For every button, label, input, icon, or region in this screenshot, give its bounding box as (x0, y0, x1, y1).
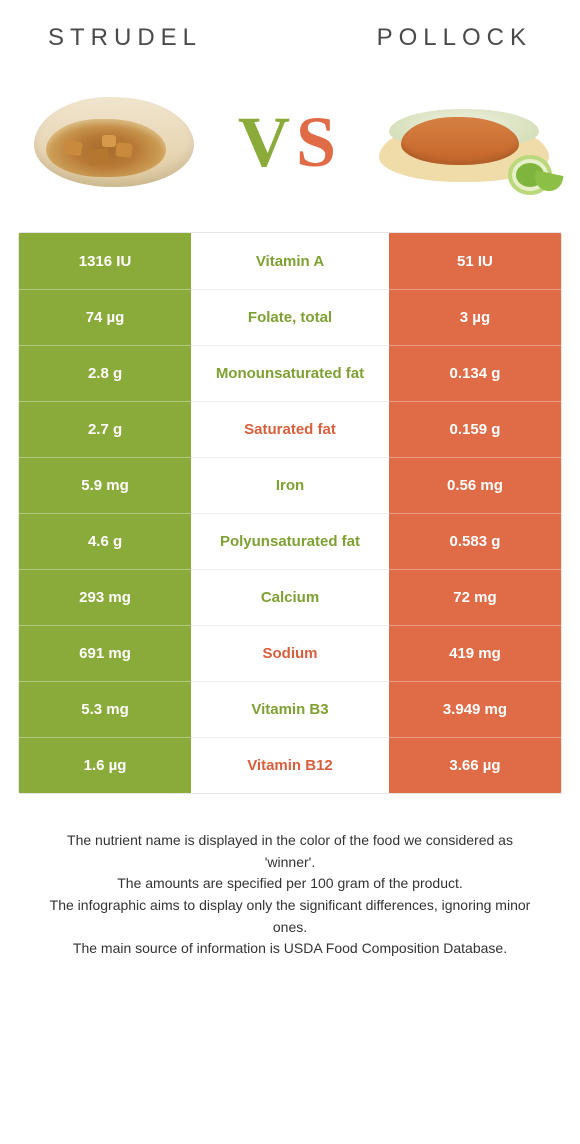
table-row: 293 mgCalcium72 mg (19, 569, 561, 625)
vs-s: S (296, 102, 342, 182)
titles-row: STRUDEL POLLOCK (18, 24, 562, 62)
left-value: 1316 IU (19, 233, 191, 289)
right-food-title: POLLOCK (377, 24, 532, 52)
table-row: 2.7 gSaturated fat0.159 g (19, 401, 561, 457)
right-value: 3 µg (389, 289, 561, 345)
table-row: 74 µgFolate, total3 µg (19, 289, 561, 345)
footnote-line: The amounts are specified per 100 gram o… (46, 873, 534, 895)
right-value: 3.66 µg (389, 737, 561, 793)
nutrient-name: Vitamin B3 (191, 681, 389, 737)
left-value: 2.7 g (19, 401, 191, 457)
nutrient-table: 1316 IUVitamin A51 IU74 µgFolate, total3… (18, 232, 562, 794)
nutrient-name: Polyunsaturated fat (191, 513, 389, 569)
table-row: 4.6 gPolyunsaturated fat0.583 g (19, 513, 561, 569)
table-row: 5.3 mgVitamin B33.949 mg (19, 681, 561, 737)
nutrient-name: Calcium (191, 569, 389, 625)
left-value: 1.6 µg (19, 737, 191, 793)
nutrient-name: Folate, total (191, 289, 389, 345)
pollock-image (379, 82, 554, 202)
left-value: 5.3 mg (19, 681, 191, 737)
table-row: 1316 IUVitamin A51 IU (19, 233, 561, 289)
right-value: 0.134 g (389, 345, 561, 401)
right-value: 0.56 mg (389, 457, 561, 513)
vs-v: V (238, 102, 296, 182)
right-value: 3.949 mg (389, 681, 561, 737)
nutrient-name: Iron (191, 457, 389, 513)
right-value: 419 mg (389, 625, 561, 681)
footnote-line: The infographic aims to display only the… (46, 895, 534, 938)
footnote-line: The main source of information is USDA F… (46, 938, 534, 960)
right-value: 0.583 g (389, 513, 561, 569)
left-value: 691 mg (19, 625, 191, 681)
right-value: 0.159 g (389, 401, 561, 457)
nutrient-name: Vitamin B12 (191, 737, 389, 793)
table-row: 5.9 mgIron0.56 mg (19, 457, 561, 513)
hero-row: VS (18, 62, 562, 232)
nutrient-name: Monounsaturated fat (191, 345, 389, 401)
strudel-image (26, 82, 201, 202)
nutrient-name: Sodium (191, 625, 389, 681)
vs-label: VS (238, 101, 342, 184)
footnotes: The nutrient name is displayed in the co… (18, 794, 562, 960)
left-value: 293 mg (19, 569, 191, 625)
table-row: 2.8 gMonounsaturated fat0.134 g (19, 345, 561, 401)
left-value: 2.8 g (19, 345, 191, 401)
left-value: 4.6 g (19, 513, 191, 569)
left-food-title: STRUDEL (48, 24, 202, 52)
nutrient-name: Vitamin A (191, 233, 389, 289)
nutrient-name: Saturated fat (191, 401, 389, 457)
left-value: 5.9 mg (19, 457, 191, 513)
right-value: 72 mg (389, 569, 561, 625)
table-row: 691 mgSodium419 mg (19, 625, 561, 681)
table-row: 1.6 µgVitamin B123.66 µg (19, 737, 561, 793)
left-value: 74 µg (19, 289, 191, 345)
footnote-line: The nutrient name is displayed in the co… (46, 830, 534, 873)
right-value: 51 IU (389, 233, 561, 289)
